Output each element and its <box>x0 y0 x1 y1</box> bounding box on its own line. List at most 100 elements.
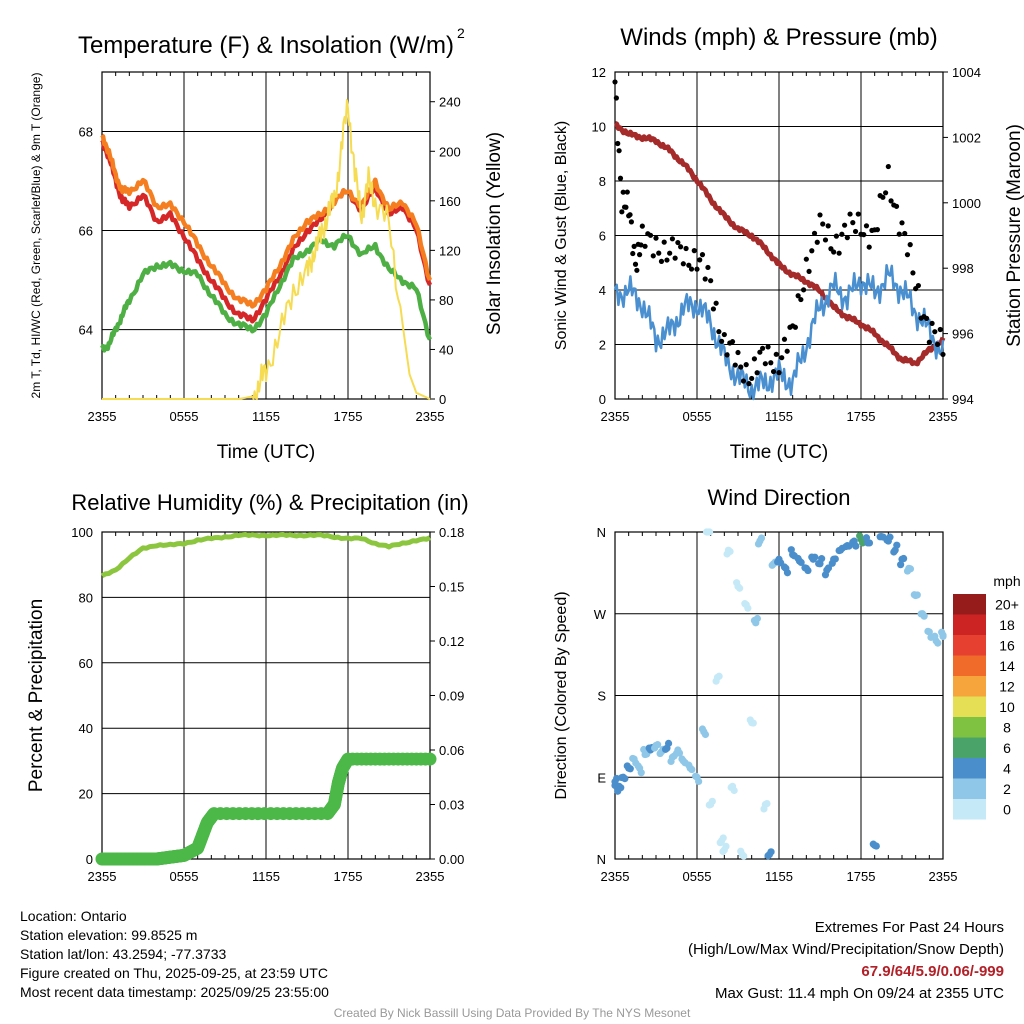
gust-point <box>773 351 779 357</box>
gust-point <box>940 351 946 358</box>
y-tick-label: 8 <box>599 174 606 189</box>
gust-point <box>672 255 678 261</box>
direction-point <box>903 567 912 575</box>
x-tick-label: 2355 <box>601 869 630 884</box>
x-tick-label: 0555 <box>170 869 199 884</box>
gust-point <box>910 270 916 276</box>
direction-point <box>893 541 901 549</box>
gust-point <box>874 227 881 233</box>
gust-point <box>749 375 755 382</box>
legend-swatch <box>953 635 986 656</box>
legend-label: 0 <box>1003 801 1011 817</box>
direction-point <box>741 600 749 608</box>
gust-point <box>613 95 619 101</box>
x-tick-label: 2355 <box>416 409 445 424</box>
gust-point <box>757 349 763 355</box>
direction-point <box>794 554 802 563</box>
gust-point <box>716 329 722 335</box>
x-axis-label: Time (UTC) <box>730 442 829 463</box>
direction-point <box>701 730 710 739</box>
y-axis-label-left: Percent & Precipitation <box>26 599 47 792</box>
gust-point <box>732 362 738 368</box>
gust-point <box>806 268 812 275</box>
x-tick-label: 1155 <box>252 869 280 884</box>
direction-point <box>672 749 681 757</box>
gust-point <box>735 349 741 356</box>
direction-point <box>842 542 850 551</box>
gust-point <box>817 212 823 218</box>
right-tick-label: 0.15 <box>439 580 464 595</box>
direction-point <box>910 591 918 599</box>
series-sonic-wind <box>613 263 945 401</box>
direction-point <box>695 777 703 786</box>
right-tick-label: 1004 <box>952 65 981 80</box>
direction-point <box>876 533 884 541</box>
direction-point <box>897 561 905 569</box>
gust-point <box>801 287 807 293</box>
x-tick-label: 2355 <box>601 409 630 424</box>
gust-point <box>688 266 695 272</box>
x-tick-label: 2355 <box>416 869 445 884</box>
direction-point <box>828 559 836 567</box>
direction-point <box>723 550 731 558</box>
y-axis-label-left: Direction (Colored By Speed) <box>553 591 570 799</box>
gust-point <box>902 230 908 237</box>
legend-swatch <box>953 758 986 779</box>
panel-1 <box>100 71 435 400</box>
direction-point <box>618 773 626 782</box>
direction-point <box>757 534 766 542</box>
gust-point <box>888 198 894 204</box>
panel-3 <box>95 531 437 866</box>
direction-point <box>754 540 763 548</box>
gust-point <box>710 306 717 312</box>
gust-point <box>620 189 626 195</box>
gust-point <box>861 232 867 238</box>
gust-point <box>762 361 768 367</box>
chart-title-winds: Winds (mph) & Pressure (mb) <box>620 24 937 51</box>
gust-point <box>637 252 643 258</box>
y-tick-label: 68 <box>79 124 93 139</box>
gust-point <box>612 79 618 85</box>
panel-4 <box>611 528 947 860</box>
gust-point <box>833 233 840 239</box>
right-tick-label: 0.03 <box>439 798 464 813</box>
y-tick-label: 6 <box>599 229 606 244</box>
gust-point <box>713 300 719 306</box>
gust-point <box>694 266 700 272</box>
y-tick-label: N <box>597 525 606 540</box>
legend-swatch <box>953 696 986 717</box>
gust-point <box>770 368 777 375</box>
gust-point <box>743 362 749 368</box>
series-2m-temperature <box>100 138 433 324</box>
right-tick-label: 160 <box>439 194 461 209</box>
gust-point <box>632 261 639 267</box>
direction-point <box>716 839 724 847</box>
legend-swatch <box>953 614 986 635</box>
direction-point <box>808 553 816 561</box>
gust-point <box>779 355 785 361</box>
gust-point <box>639 223 645 229</box>
direction-point <box>727 783 735 792</box>
y-tick-label: 64 <box>79 323 93 338</box>
y-tick-label: 100 <box>71 525 93 540</box>
location-text: Location: Ontario <box>20 908 127 924</box>
y-axis-label-right: Station Pressure (Maroon) <box>1004 124 1024 347</box>
gust-point <box>628 219 635 225</box>
direction-point <box>859 539 867 547</box>
gust-point <box>904 252 911 258</box>
x-tick-label: 1155 <box>765 869 793 884</box>
gust-point <box>822 237 829 243</box>
gust-point <box>863 223 870 229</box>
legend-label: 6 <box>1003 740 1011 756</box>
right-tick-label: 994 <box>952 392 974 407</box>
right-tick-label: 40 <box>439 342 453 357</box>
direction-point <box>656 749 664 758</box>
direction-point <box>883 536 891 544</box>
extremes-subtitle: (High/Low/Max Wind/Precipitation/Snow De… <box>688 941 1004 958</box>
gust-point <box>721 331 727 338</box>
direction-point <box>746 716 754 724</box>
y-tick-label: W <box>594 607 607 622</box>
x-tick-label: 2355 <box>929 869 958 884</box>
y-tick-label: S <box>597 689 606 704</box>
